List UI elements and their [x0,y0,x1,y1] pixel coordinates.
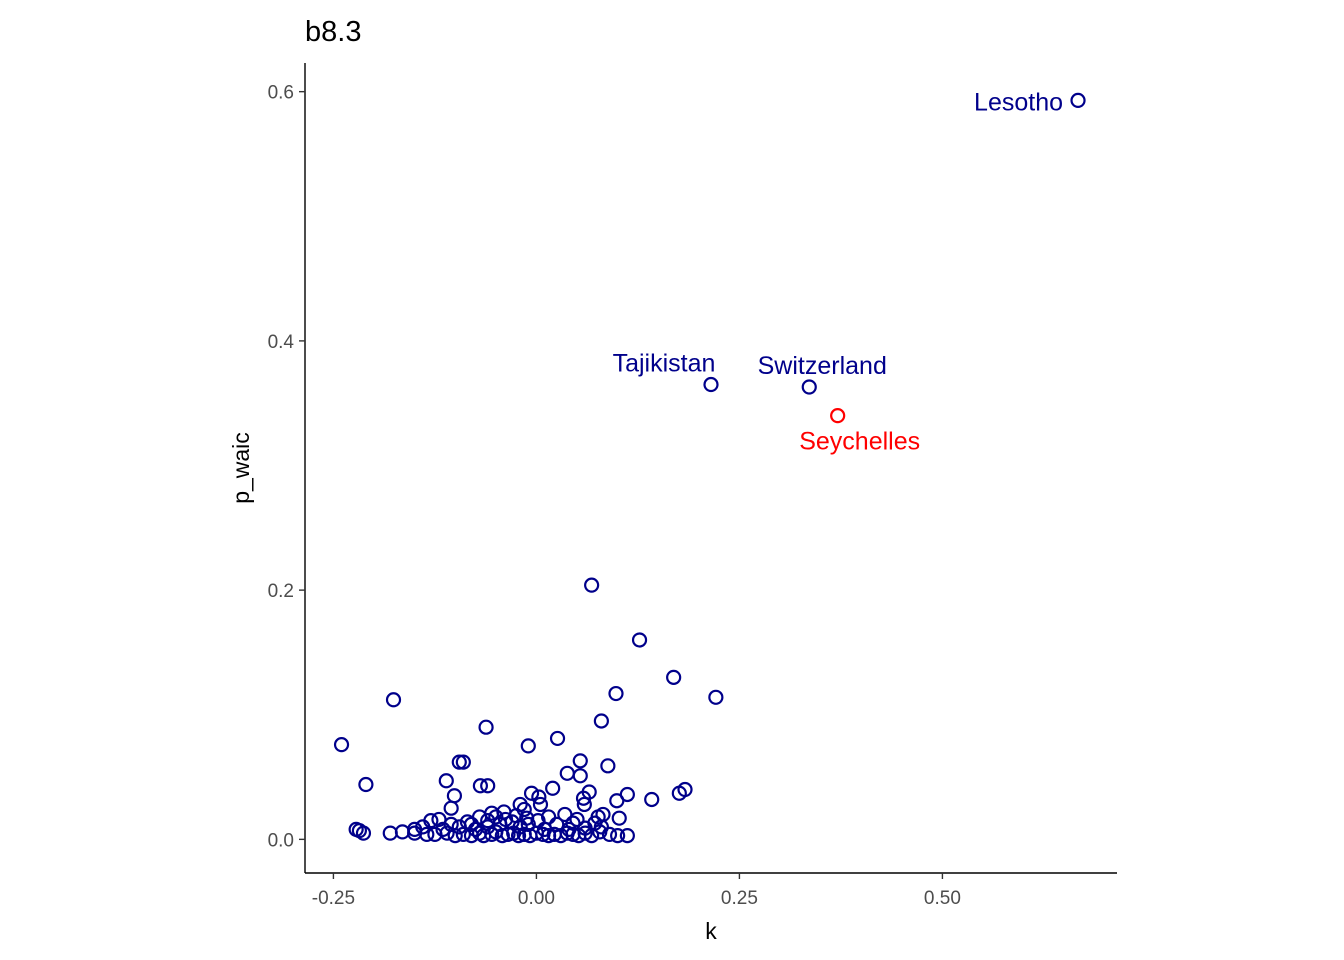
data-points [333,92,1086,844]
point-lesotho [1070,92,1086,108]
data-point [500,826,516,842]
data-point [358,776,374,793]
data-point [549,816,565,833]
data-point [520,816,536,833]
data-point [592,824,608,840]
data-point [488,809,504,825]
data-point [443,816,459,833]
data-point [619,828,635,844]
data-point [559,765,575,781]
data-point [455,826,471,842]
point-switzerland [801,379,817,395]
x-tick-label: 0.00 [518,888,555,909]
chart-title: b8.3 [305,16,361,48]
y-tick-label: 0.6 [268,83,294,104]
x-tick-label: 0.25 [721,888,758,909]
data-point [531,789,547,805]
point-labels: Lesotho Tajikistan Switzerland Seychelles [613,88,1063,455]
data-point [540,809,557,825]
data-point [382,825,398,841]
data-point [572,768,588,784]
data-point [446,788,463,804]
data-point [572,753,588,769]
data-point [523,785,540,801]
data-point [593,713,609,729]
data-point [532,796,549,813]
data-point [545,780,561,796]
data-point [394,824,411,840]
data-point [608,685,624,702]
point-label-tajikistan: Tajikistan [613,350,716,378]
data-point [385,692,402,708]
data-point [677,781,693,798]
data-point [535,826,551,842]
data-point [549,730,566,747]
data-point [611,810,627,826]
point-label-lesotho: Lesotho [974,88,1063,116]
data-point [708,689,724,705]
data-point [666,669,682,685]
data-point [576,796,592,813]
data-point [455,754,471,770]
data-point [472,778,488,794]
point-seychelles [830,408,846,424]
x-axis-title: k [705,918,717,944]
data-point [480,813,496,829]
y-tick-label: 0.4 [268,332,295,353]
x-tick-label: -0.25 [312,888,355,909]
data-point [435,821,451,837]
data-point [584,828,600,844]
data-point [333,737,350,753]
data-point [565,815,581,831]
data-point [451,754,467,770]
data-point [610,828,626,844]
data-point [644,791,660,808]
data-point [569,811,585,828]
point-label-seychelles: Seychelles [799,428,920,456]
data-point [480,778,496,794]
y-tick-label: 0.0 [268,830,294,851]
data-point [631,632,648,648]
data-point [419,826,435,842]
point-tajikistan [703,376,719,393]
data-point [600,758,616,774]
data-point [609,793,625,809]
axes: -0.25 0.00 0.25 0.50 0.0 0.2 0.4 0.6 [268,63,1117,909]
data-point [520,738,536,754]
data-point [443,800,459,816]
data-point [478,719,494,735]
data-point [510,828,527,844]
data-point [508,808,524,824]
data-point [577,825,593,841]
x-tick-label: 0.50 [924,888,961,909]
data-point [438,773,454,789]
y-axis-title: p_waic [228,432,254,504]
data-point [439,825,455,841]
data-point [584,577,600,593]
data-point [355,825,372,841]
data-point [601,826,618,842]
y-tick-label: 0.2 [268,581,294,602]
data-point [463,816,480,833]
point-label-switzerland: Switzerland [758,352,887,380]
data-point [575,790,592,806]
